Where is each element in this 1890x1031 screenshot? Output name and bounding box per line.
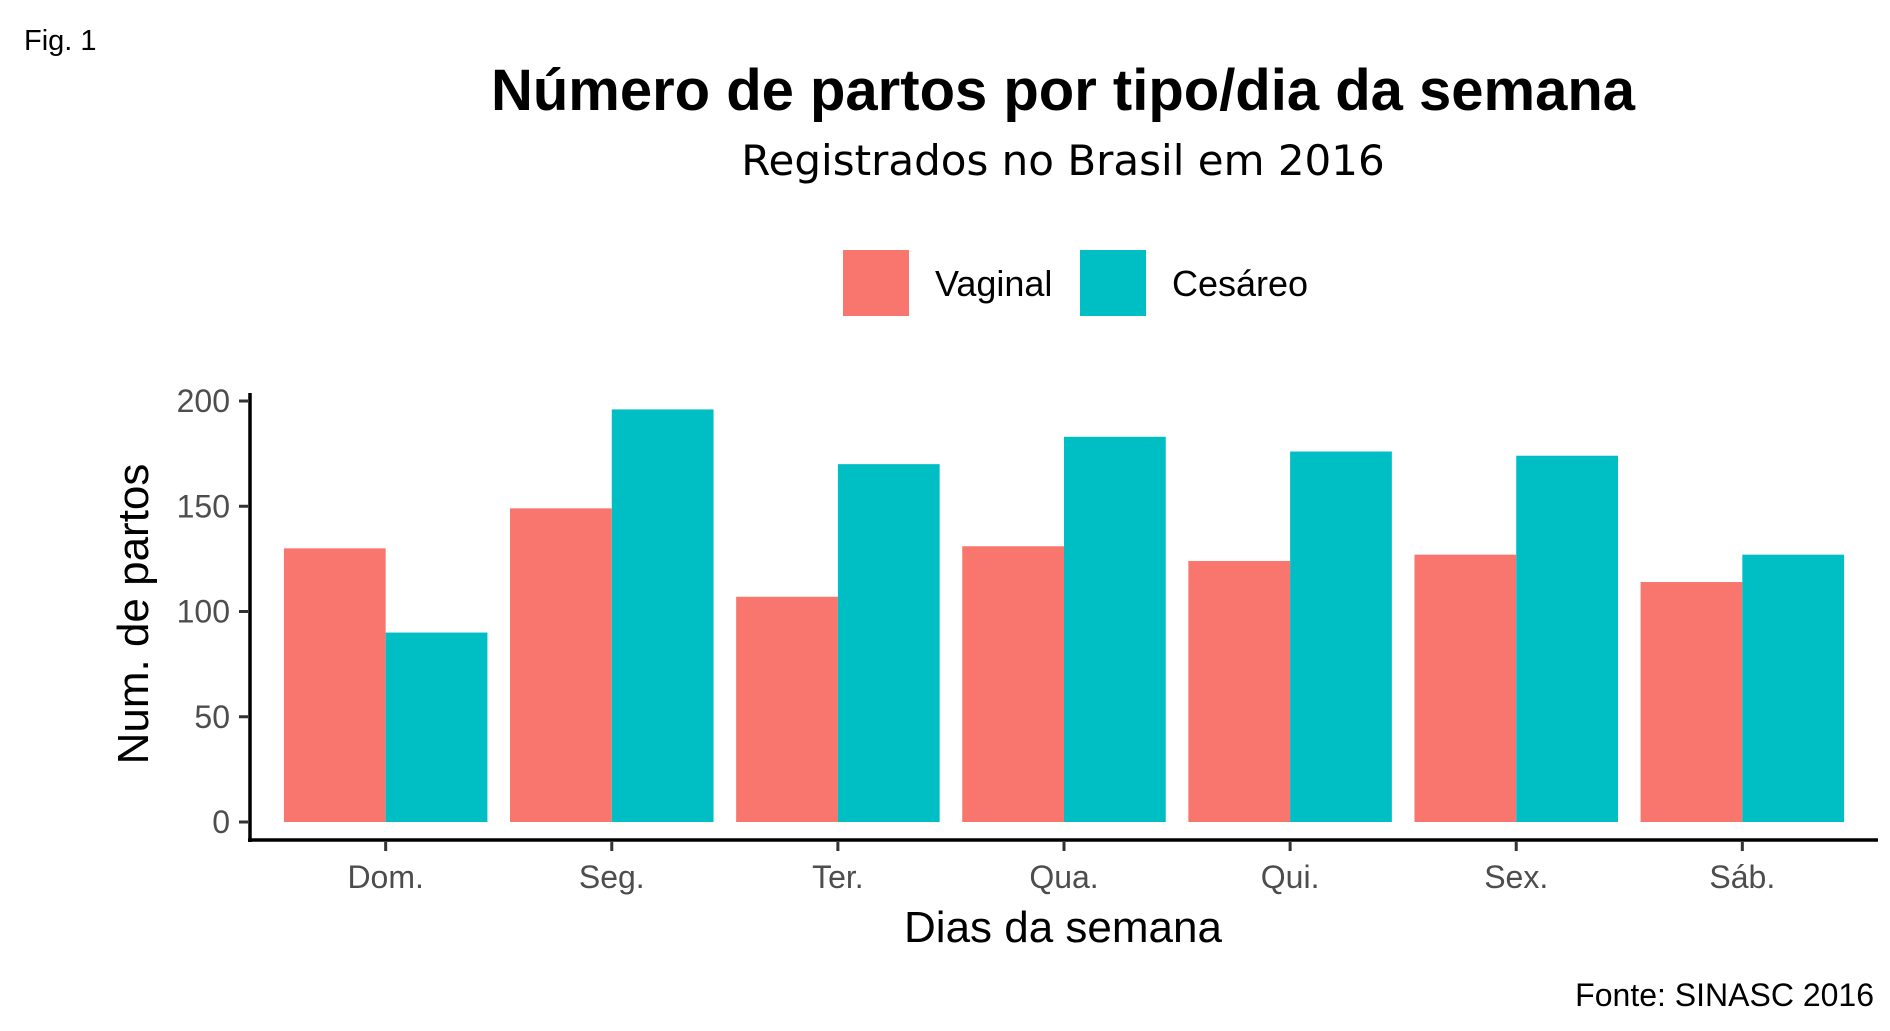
x-tick-label: Dom.: [347, 859, 423, 895]
y-tick-label: 200: [177, 383, 230, 419]
bar-cesareo-5: [1516, 455, 1618, 822]
y-axis-ticks: 0 50 100 150 200: [177, 383, 248, 840]
x-tick-label: Qua.: [1029, 859, 1098, 895]
bar-vaginal-5: [1414, 554, 1517, 822]
x-axis-ticks: Dom. Seg. Ter. Qua. Qui. Sex. Sáb.: [347, 842, 1775, 895]
y-axis-title: Num. de partos: [109, 464, 158, 765]
source-caption: Fonte: SINASC 2016: [1575, 977, 1874, 1013]
y-tick-label: 0: [212, 804, 230, 840]
bar-vaginal-4: [1188, 560, 1291, 822]
bars: [283, 409, 1845, 822]
bar-vaginal-0: [283, 548, 386, 822]
legend-label-vaginal: Vaginal: [935, 263, 1052, 304]
x-tick-label: Sex.: [1484, 859, 1548, 895]
y-tick-label: 50: [194, 699, 230, 735]
bar-vaginal-6: [1640, 582, 1743, 822]
bar-cesareo-4: [1290, 451, 1392, 822]
y-tick-label: 100: [177, 594, 230, 630]
legend-key-vaginal: [843, 250, 909, 316]
x-tick-label: Ter.: [812, 859, 864, 895]
bar-cesareo-2: [837, 464, 940, 822]
bar-cesareo-1: [611, 409, 714, 822]
chart-subtitle: Registrados no Brasil em 2016: [741, 136, 1384, 185]
chart-title: Número de partos por tipo/dia da semana: [491, 58, 1636, 123]
x-tick-label: Qui.: [1261, 859, 1320, 895]
x-tick-label: Seg.: [579, 859, 645, 895]
bar-vaginal-3: [962, 546, 1064, 822]
bar-cesareo-3: [1064, 436, 1166, 822]
legend-label-cesareo: Cesáreo: [1172, 263, 1308, 304]
y-tick-label: 150: [177, 488, 230, 524]
bar-cesareo-6: [1742, 554, 1845, 822]
x-axis-title: Dias da semana: [904, 903, 1222, 952]
x-tick-label: Sáb.: [1709, 859, 1775, 895]
bar-vaginal-2: [736, 596, 838, 822]
figure-label: Fig. 1: [24, 25, 97, 57]
legend: Vaginal Cesáreo: [843, 250, 1308, 316]
bar-vaginal-1: [510, 508, 612, 822]
bar-cesareo-0: [385, 632, 488, 822]
legend-key-cesareo: [1080, 250, 1146, 316]
